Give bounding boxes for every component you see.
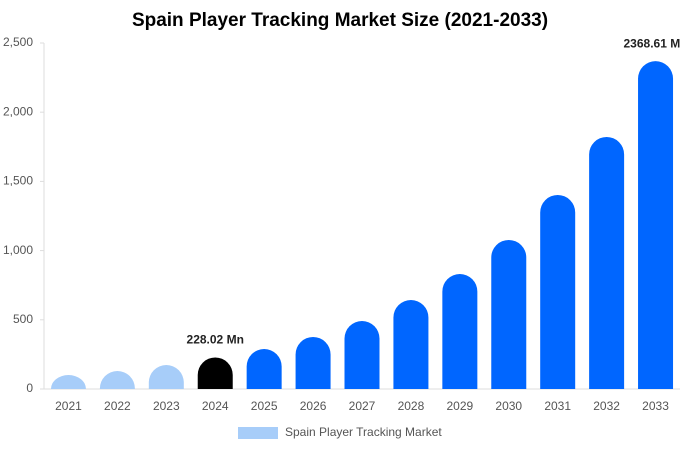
x-tick-label: 2025 [251,399,278,413]
x-tick-label: 2024 [202,399,229,413]
chart-title: Spain Player Tracking Market Size (2021-… [132,10,548,31]
y-tick-label: 500 [13,312,33,326]
y-tick-label: 2,500 [3,35,33,49]
y-tick-label: 0 [26,381,33,395]
bar [540,194,576,389]
legend-label: Spain Player Tracking Market [285,425,442,439]
bar [50,375,86,389]
y-tick-label: 2,000 [3,104,33,118]
bar [491,239,527,389]
x-tick-label: 2026 [300,399,327,413]
bar [246,349,282,389]
bar [638,61,674,389]
x-tick-label: 2032 [593,399,620,413]
x-tick-label: 2029 [446,399,473,413]
y-tick-label: 1,500 [3,174,33,188]
x-tick-label: 2030 [495,399,522,413]
bar [393,300,429,389]
bar [344,321,380,389]
bar [589,136,625,389]
x-tick-label: 2021 [55,399,82,413]
x-tick-label: 2027 [349,399,376,413]
y-tick-label: 1,000 [3,243,33,257]
bar [99,371,135,389]
bar [295,336,331,389]
x-tick-label: 2028 [398,399,425,413]
bar [442,273,478,389]
x-tick-label: 2023 [153,399,180,413]
x-tick-label: 2033 [642,399,669,413]
value-label: 2368.61 Mn [624,36,680,50]
value-label: 228.02 Mn [187,333,244,347]
bar [197,357,233,389]
legend-swatch [238,427,278,439]
x-tick-label: 2022 [104,399,131,413]
bar [148,365,184,389]
x-tick-label: 2031 [544,399,571,413]
